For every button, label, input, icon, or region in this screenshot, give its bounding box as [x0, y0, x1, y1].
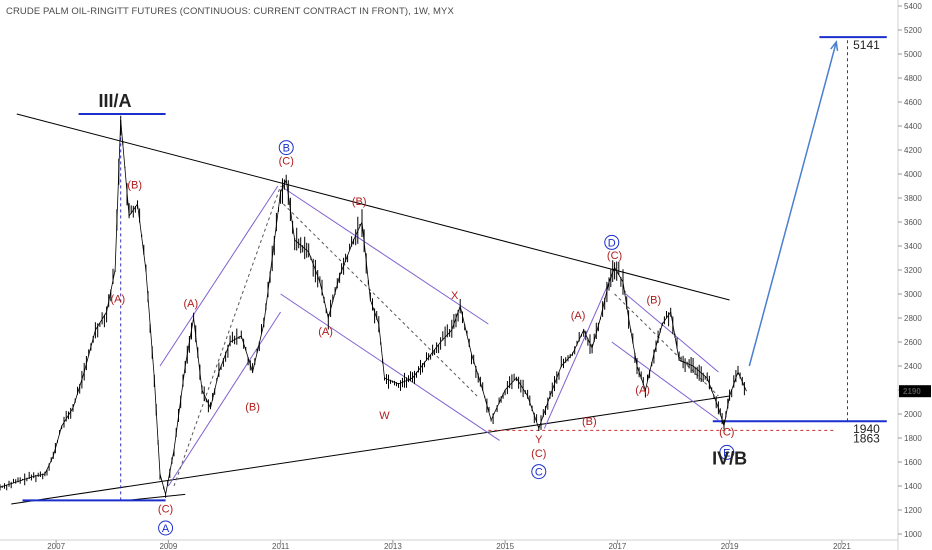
degree-label: IV/B: [712, 448, 747, 468]
y-tick-label: 3400: [904, 242, 922, 251]
wave-label: X: [451, 290, 459, 302]
degree-label: III/A: [99, 91, 132, 111]
wave-label: (A): [571, 310, 586, 322]
trendline: [167, 311, 282, 487]
y-tick-label: 2400: [904, 362, 922, 371]
arrow-head: [830, 40, 839, 52]
dashed-lines: [120, 37, 848, 501]
wave-label: (C): [158, 503, 173, 515]
level-value-label: 5141: [853, 38, 880, 52]
wave-label: (A): [318, 326, 333, 338]
level-value-label: 1863: [853, 431, 880, 445]
y-tick-label: 1200: [904, 506, 922, 515]
trendline: [280, 185, 489, 325]
wave-labels: (B) (A) (C) (A) (B) (C) (B) (A) W X Y (C) (A) (B) (C) (…: [99, 38, 880, 536]
wave-circle-label: E: [723, 447, 730, 459]
last-price-label: 2190: [903, 387, 921, 396]
y-tick-label: 1000: [904, 530, 922, 539]
x-tick-label: 2019: [721, 542, 739, 550]
wave-label: (C): [719, 427, 734, 439]
wave-circle: [278, 140, 294, 156]
y-tick-label: 3800: [904, 194, 922, 203]
y-tick-label: 3200: [904, 266, 922, 275]
y-tick-label: 4400: [904, 122, 922, 131]
wave-label: (B): [647, 295, 662, 307]
wave-circle-label: C: [535, 467, 543, 479]
x-tick-label: 2015: [496, 542, 514, 550]
projection-arrow: [748, 40, 839, 367]
y-tick-label: 2800: [904, 314, 922, 323]
trendline: [159, 185, 279, 367]
price-bars: [0, 115, 745, 498]
y-tick-label: 5200: [904, 26, 922, 35]
wave-label: Y: [535, 434, 543, 446]
y-tick-label: 1800: [904, 434, 922, 443]
y-tick-label: 5000: [904, 50, 922, 59]
last-price-badge: 2190: [899, 385, 931, 398]
trendlines: [11, 113, 730, 505]
level-lines: [22, 36, 887, 502]
y-tick-label: 4600: [904, 98, 922, 107]
y-tick-label: 3600: [904, 218, 922, 227]
chart-title: CRUDE PALM OIL-RINGITT FUTURES (CONTINUO…: [6, 6, 454, 17]
y-tick-label: 4800: [904, 74, 922, 83]
price-series: [0, 115, 747, 498]
y-tick-label: 5400: [904, 2, 922, 11]
wave-label: (B): [352, 196, 367, 208]
x-tick-label: 2011: [272, 542, 290, 550]
wave-circle-label: A: [162, 523, 170, 535]
trendline: [16, 113, 730, 301]
wave-label: (A): [111, 293, 126, 305]
wave-circle: [531, 464, 547, 480]
wave-label: (C): [531, 448, 546, 460]
y-tick-label: 3000: [904, 290, 922, 299]
wave-circle: [158, 520, 174, 536]
wave-label: (B): [127, 179, 142, 191]
y-tick-label: 4200: [904, 146, 922, 155]
wave-label: W: [379, 410, 390, 422]
wave-circle-label: B: [283, 143, 290, 155]
wave-circle: [604, 234, 620, 250]
wave-circle: [719, 444, 735, 460]
wave-label: (C): [607, 250, 622, 262]
x-tick-label: 2007: [47, 542, 65, 550]
wave-label: (C): [279, 155, 294, 167]
wave-label: (B): [582, 416, 597, 428]
wave-label: (A): [183, 298, 198, 310]
wave-label: (A): [635, 385, 650, 397]
x-tick-label: 2013: [384, 542, 402, 550]
y-tick-label: 1600: [904, 458, 922, 467]
trendline: [611, 341, 719, 421]
wave-label: (B): [245, 401, 260, 413]
y-tick-label: 2600: [904, 338, 922, 347]
y-tick-label: 2000: [904, 410, 922, 419]
trendline: [543, 275, 613, 429]
level-value-label: 1940: [853, 422, 880, 436]
last-price-box: [899, 385, 931, 398]
x-tick-label: 2017: [608, 542, 626, 550]
x-tick-label: 2009: [159, 542, 177, 550]
arrow-line: [748, 41, 838, 367]
y-tick-label: 4000: [904, 170, 922, 179]
x-tick-label: 2021: [833, 542, 851, 550]
price-line: [0, 119, 747, 495]
trendline: [11, 395, 730, 505]
dashed-line: [283, 203, 478, 397]
wave-circle-label: D: [608, 237, 616, 249]
y-tick-label: 1400: [904, 482, 922, 491]
trendline: [280, 293, 500, 441]
dashed-line: [173, 185, 282, 487]
trendline: [625, 293, 719, 373]
